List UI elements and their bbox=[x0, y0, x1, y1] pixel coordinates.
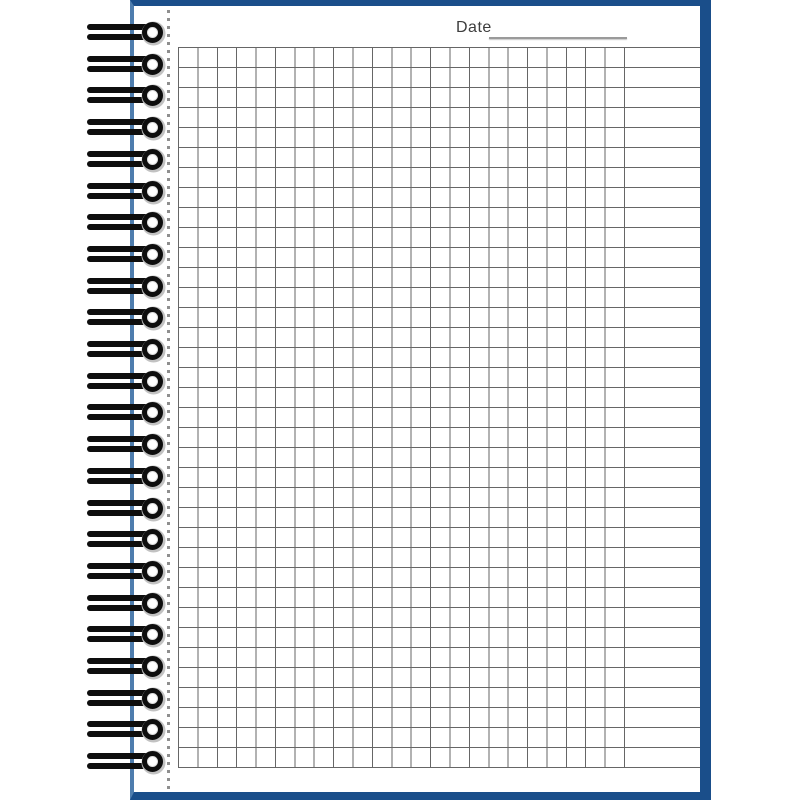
date-underline bbox=[489, 37, 627, 39]
perforation-dotted-line bbox=[167, 10, 170, 791]
date-label: Date bbox=[456, 19, 492, 36]
right-ruled-margin bbox=[625, 47, 700, 768]
notebook-page: Date bbox=[130, 0, 711, 800]
graph-grid bbox=[178, 47, 625, 768]
